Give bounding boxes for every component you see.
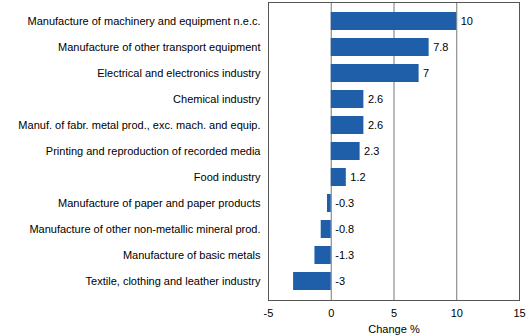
svg-text:Manufacture of other transport: Manufacture of other transport equipment: [58, 41, 260, 53]
svg-text:7: 7: [423, 67, 429, 79]
svg-text:Manufacture of other non-metal: Manufacture of other non-metallic minera…: [29, 223, 260, 235]
svg-text:0: 0: [328, 307, 334, 319]
svg-text:-0.8: -0.8: [335, 223, 354, 235]
svg-text:7.8: 7.8: [433, 41, 448, 53]
svg-text:Change %: Change %: [368, 323, 420, 335]
svg-text:2.6: 2.6: [368, 119, 383, 131]
svg-text:-1.3: -1.3: [335, 249, 354, 261]
svg-text:Manufacture of paper and paper: Manufacture of paper and paper products: [58, 197, 261, 209]
svg-text:-5: -5: [264, 307, 274, 319]
svg-text:-0.3: -0.3: [335, 197, 354, 209]
svg-text:Textile, clothing and leather: Textile, clothing and leather industry: [86, 275, 261, 287]
svg-text:5: 5: [391, 307, 397, 319]
svg-text:1.2: 1.2: [350, 171, 365, 183]
svg-text:Food industry: Food industry: [194, 171, 261, 183]
svg-text:15: 15: [513, 307, 525, 319]
svg-text:Manufacture of basic metals: Manufacture of basic metals: [123, 249, 261, 261]
svg-text:Electrical and electronics ind: Electrical and electronics industry: [97, 67, 261, 79]
svg-text:2.3: 2.3: [364, 145, 379, 157]
svg-text:10: 10: [461, 15, 473, 27]
svg-text:-3: -3: [335, 275, 345, 287]
svg-text:2.6: 2.6: [368, 93, 383, 105]
svg-text:Manufacture of machinery and e: Manufacture of machinery and equipment n…: [28, 15, 261, 27]
svg-text:10: 10: [451, 307, 463, 319]
svg-text:Chemical industry: Chemical industry: [173, 93, 261, 105]
svg-text:Printing and reproduction of r: Printing and reproduction of recorded me…: [46, 145, 262, 157]
svg-text:Manuf. of fabr. metal prod., e: Manuf. of fabr. metal prod., exc. mach. …: [18, 119, 260, 131]
